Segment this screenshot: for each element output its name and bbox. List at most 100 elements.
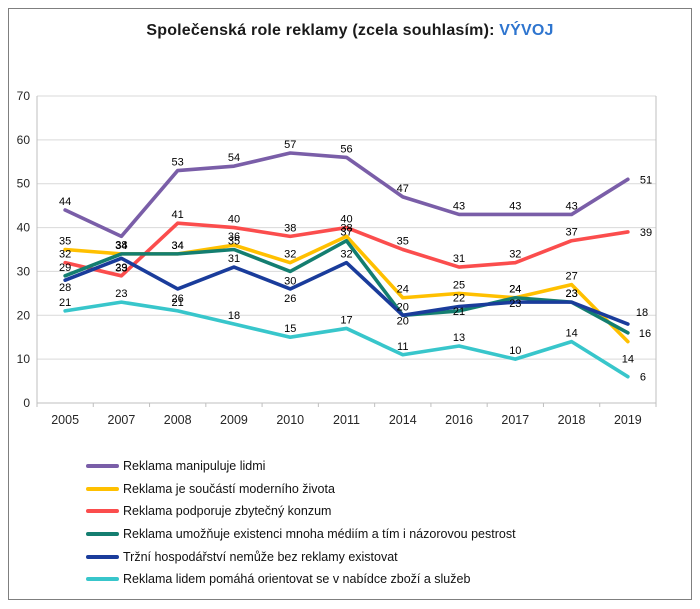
data-label: 23 — [115, 288, 127, 300]
data-label: 24 — [509, 284, 521, 296]
data-label: 54 — [228, 152, 240, 164]
data-label: 43 — [565, 200, 577, 212]
data-label: 23 — [509, 298, 521, 310]
data-label: 26 — [172, 293, 184, 305]
x-tick-label: 2005 — [51, 413, 79, 427]
chart-title-main: Společenská role reklamy (zcela souhlasí… — [146, 22, 500, 39]
legend-item-5: Reklama lidem pomáhá orientovat se v nab… — [86, 568, 646, 591]
x-tick-label: 2008 — [164, 413, 192, 427]
data-label: 18 — [228, 310, 240, 322]
data-label: 23 — [565, 288, 577, 300]
y-tick-label: 40 — [17, 221, 31, 235]
x-tick-label: 2010 — [276, 413, 304, 427]
legend-item-1: Reklama je součástí moderního života — [86, 478, 646, 501]
series-line-3 — [63, 238, 630, 335]
data-label: 21 — [59, 297, 71, 309]
data-label: 56 — [340, 143, 352, 155]
data-label: 44 — [59, 196, 71, 208]
data-label: 13 — [453, 332, 465, 344]
data-label: 17 — [340, 314, 352, 326]
data-label: 20 — [397, 301, 409, 313]
data-label: 33 — [115, 262, 127, 274]
data-label: 38 — [115, 239, 127, 251]
x-axis-labels: 2005 2007 2008 2009 2010 2011 2014 2016 2017 2018… — [51, 413, 642, 427]
y-tick-label: 30 — [17, 264, 31, 278]
data-label: 24 — [397, 284, 409, 296]
data-label: 51 — [640, 174, 652, 186]
axes — [36, 96, 657, 407]
data-label: 34 — [115, 240, 127, 252]
legend-swatch-icon — [86, 486, 119, 491]
legend-label: Reklama je součástí moderního života — [123, 481, 335, 496]
x-tick-label: 2014 — [389, 413, 417, 427]
y-tick-label: 50 — [17, 177, 31, 191]
data-label: 35 — [228, 236, 240, 248]
legend-label: Reklama lidem pomáhá orientovat se v nab… — [123, 572, 471, 587]
data-label: 26 — [284, 293, 296, 305]
x-tick-label: 2017 — [501, 413, 529, 427]
legend-swatch-icon — [86, 509, 119, 514]
data-label: 40 — [228, 214, 240, 226]
data-label: 32 — [509, 249, 521, 261]
data-labels: 44 38 53 54 57 56 47 43 43 43 51 35 34 34 36 32 38 24 25 24… — [59, 139, 652, 384]
data-label: 53 — [172, 157, 184, 169]
data-label: 47 — [397, 183, 409, 195]
data-label: 11 — [397, 341, 408, 353]
y-tick-label: 70 — [17, 89, 31, 103]
data-label: 40 — [340, 214, 352, 226]
legend-label: Reklama umožňuje existenci mnoha médiím … — [123, 527, 516, 542]
data-label: 10 — [509, 345, 521, 357]
data-label: 23 — [565, 288, 577, 300]
data-label: 31 — [453, 253, 465, 265]
legend-item-2: Reklama podporuje zbytečný konzum — [86, 500, 646, 523]
data-label: 36 — [228, 231, 240, 243]
series-line-2 — [63, 221, 630, 278]
data-label: 35 — [59, 236, 71, 248]
x-tick-label: 2011 — [333, 413, 360, 427]
legend-swatch-icon — [86, 464, 119, 469]
data-label: 34 — [115, 240, 127, 252]
data-label: 29 — [115, 262, 127, 274]
legend-label: Reklama podporuje zbytečný konzum — [123, 504, 332, 519]
series-line-5 — [63, 300, 630, 379]
legend-label: Tržní hospodářství nemůže bez reklamy ex… — [123, 549, 398, 564]
chart-title-highlight: VÝVOJ — [499, 22, 554, 39]
data-label: 21 — [453, 306, 465, 318]
data-label: 29 — [59, 262, 71, 274]
legend-label: Reklama manipuluje lidmi — [123, 459, 266, 474]
series-4 — [63, 256, 630, 326]
y-tick-label: 10 — [17, 352, 31, 366]
x-tick-label: 2018 — [558, 413, 586, 427]
data-label: 32 — [59, 249, 71, 261]
x-tick-label: 2016 — [445, 413, 473, 427]
data-label: 28 — [59, 282, 71, 294]
data-label: 37 — [340, 227, 352, 239]
data-label: 14 — [565, 328, 577, 340]
chart-title: Společenská role reklamy (zcela souhlasí… — [0, 22, 700, 40]
data-label: 43 — [453, 200, 465, 212]
data-label: 14 — [622, 354, 634, 366]
x-tick-label: 2009 — [220, 413, 248, 427]
data-label: 21 — [172, 297, 184, 309]
y-tick-label: 0 — [23, 396, 30, 410]
y-tick-label: 60 — [17, 133, 31, 147]
data-label: 32 — [284, 249, 296, 261]
legend-swatch-icon — [86, 577, 119, 582]
series-line-0 — [63, 151, 630, 239]
series-3 — [63, 238, 630, 335]
x-tick-label: 2019 — [614, 413, 642, 427]
series-line-4 — [63, 256, 630, 326]
data-label: 31 — [228, 253, 240, 265]
x-tick-label: 2007 — [108, 413, 136, 427]
data-label: 25 — [453, 279, 465, 291]
data-label: 38 — [340, 222, 352, 234]
data-label: 34 — [172, 240, 184, 252]
data-label: 35 — [397, 236, 409, 248]
legend-item-4: Tržní hospodářství nemůže bez reklamy ex… — [86, 545, 646, 568]
data-label: 39 — [640, 227, 652, 239]
y-tick-label: 20 — [17, 308, 31, 322]
data-label: 57 — [284, 139, 296, 151]
series-2 — [63, 221, 630, 278]
series-5 — [63, 300, 630, 379]
data-label: 16 — [639, 328, 651, 340]
